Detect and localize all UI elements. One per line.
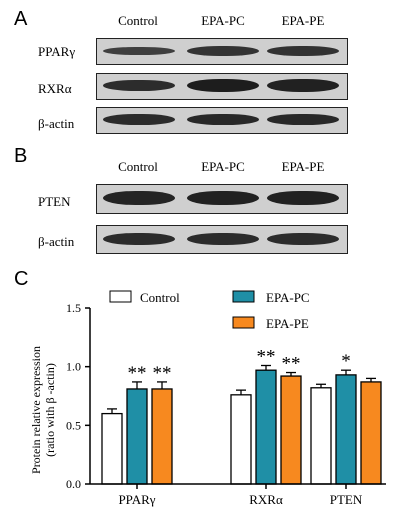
panel-label-a: A <box>14 8 28 30</box>
blot-beta-actin-b <box>96 225 348 254</box>
band-beta-actin-b-epa-pc <box>187 233 259 245</box>
blot-label-beta-actin-b: β-actin <box>38 234 75 249</box>
blot-ppar-gamma <box>96 38 348 65</box>
legend-swatch-epa-pe <box>232 316 255 329</box>
column-label-control: Control <box>118 13 158 28</box>
y-tick-label: 0.0 <box>66 477 81 491</box>
band-ppar-gamma-epa-pc <box>187 46 259 56</box>
column-label-epa-pc-b: EPA-PC <box>201 159 245 174</box>
panel-label-c: C <box>14 268 29 290</box>
legend-label-epa-pc: EPA-PC <box>266 290 310 305</box>
significance-marker: ** <box>257 346 276 367</box>
bar-epa-pe <box>151 388 173 485</box>
band-beta-actin-a-epa-pc <box>187 114 259 125</box>
band-rxr-alpha-control <box>103 80 175 91</box>
y-tick-label: 1.0 <box>66 360 81 374</box>
bar-epa-pe <box>360 381 382 485</box>
y-axis-label-line2: (ratio with β -actin) <box>43 363 57 457</box>
significance-marker: * <box>341 351 351 372</box>
significance-marker: ** <box>282 354 301 375</box>
blot-label-rxr-alpha: RXRα <box>38 81 72 96</box>
column-label-epa-pc: EPA-PC <box>201 13 245 28</box>
bar-epa-pe <box>280 375 302 485</box>
band-pten-epa-pc <box>187 191 259 205</box>
blot-rxr-alpha <box>96 73 348 100</box>
y-axis-label-line1: Protein relative expression <box>29 346 43 474</box>
bar-control <box>310 387 332 485</box>
legend-swatch-epa-pc <box>232 290 255 303</box>
blot-beta-actin-a <box>96 107 348 134</box>
blot-pten <box>96 184 348 214</box>
significance-marker: ** <box>153 363 172 384</box>
significance-marker: ** <box>128 363 147 384</box>
legend-swatch-control <box>109 290 132 303</box>
blot-label-beta-actin-a: β-actin <box>38 116 75 131</box>
x-tick-label: RXRα <box>249 492 283 507</box>
legend-label-epa-pe: EPA-PE <box>266 316 309 331</box>
column-label-epa-pe-b: EPA-PE <box>281 159 325 174</box>
x-tick-label: PPARγ <box>118 492 155 507</box>
band-rxr-alpha-epa-pe <box>267 79 339 92</box>
column-label-epa-pe: EPA-PE <box>281 13 325 28</box>
bar-chart: Protein relative expression (ratio with … <box>29 290 386 507</box>
bar-epa-pc <box>126 388 148 485</box>
column-label-control-b: Control <box>118 159 158 174</box>
panel-label-b: B <box>14 145 28 167</box>
band-beta-actin-b-control <box>103 233 175 245</box>
band-ppar-gamma-control <box>103 47 175 55</box>
bar-control <box>230 394 252 485</box>
y-tick-label: 0.5 <box>66 418 81 432</box>
bar-epa-pc <box>255 369 277 485</box>
band-ppar-gamma-epa-pe <box>267 46 339 56</box>
band-pten-control <box>103 191 175 205</box>
band-pten-epa-pe <box>267 191 339 205</box>
band-beta-actin-a-epa-pe <box>267 114 339 125</box>
blot-label-pten: PTEN <box>38 194 71 209</box>
blot-label-ppar-gamma: PPARγ <box>38 44 76 59</box>
y-tick-label: 1.5 <box>66 301 81 315</box>
band-beta-actin-a-control <box>103 114 175 125</box>
legend-label-control: Control <box>140 290 180 305</box>
bar-epa-pc <box>335 374 357 485</box>
band-rxr-alpha-epa-pc <box>187 79 259 92</box>
x-tick-label: PTEN <box>330 492 363 507</box>
band-beta-actin-b-epa-pe <box>267 233 339 245</box>
bar-control <box>101 412 123 485</box>
